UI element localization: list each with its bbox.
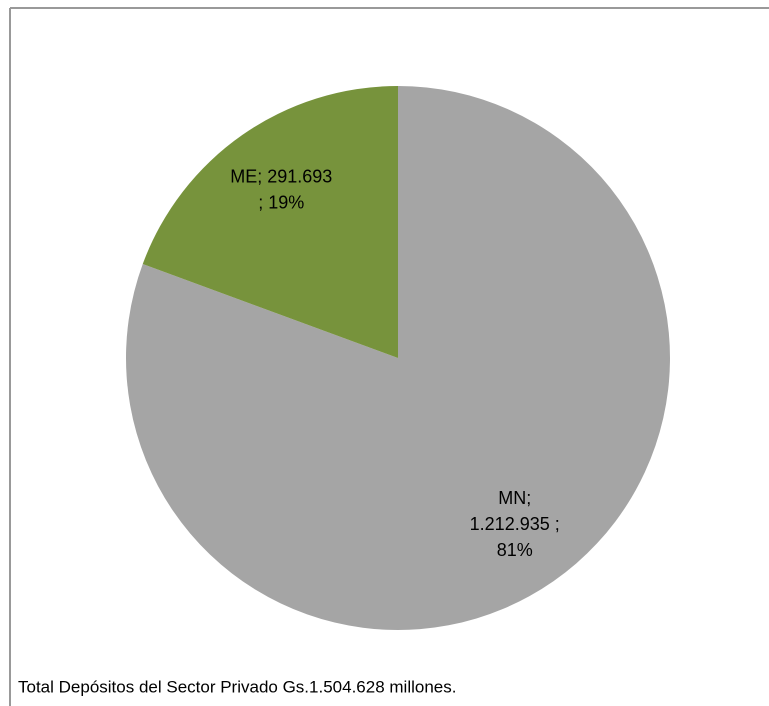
pie-slice	[142, 86, 398, 358]
data-label: MN;	[498, 488, 531, 508]
chart-note: Total Depósitos del Sector Privado Gs.1.…	[18, 677, 456, 696]
data-label: 1.212.935 ;	[470, 514, 560, 534]
data-label: 81%	[497, 540, 533, 560]
data-label: ME; 291.693	[230, 166, 332, 186]
data-label: ; 19%	[258, 192, 304, 212]
pie-slice	[126, 86, 671, 630]
